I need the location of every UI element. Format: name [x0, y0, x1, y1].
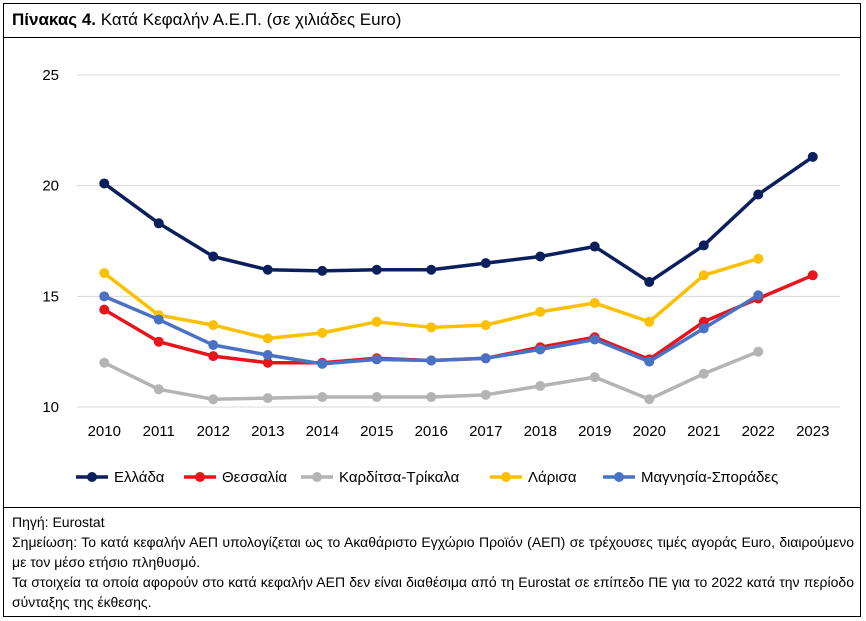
series-point-0 — [644, 276, 655, 287]
method-note: Σημείωση: Το κατά κεφαλήν ΑΕΠ υπολογίζετ… — [12, 534, 854, 570]
x-tick-label: 2015 — [360, 423, 393, 440]
series-point-0 — [589, 241, 600, 252]
series-point-0 — [480, 258, 491, 269]
legend-marker-2 — [312, 472, 322, 482]
title-bar: Πίνακας 4. Κατά Κεφαλήν Α.Ε.Π. (σε χιλιά… — [4, 4, 860, 38]
series-point-4 — [589, 334, 600, 345]
series-point-2 — [480, 389, 491, 400]
x-tick-label: 2017 — [469, 423, 502, 440]
figure-frame: Πίνακας 4. Κατά Κεφαλήν Α.Ε.Π. (σε χιλιά… — [3, 3, 861, 617]
series-point-3 — [753, 253, 764, 264]
x-tick-label: 2020 — [633, 423, 666, 440]
x-tick-label: 2021 — [687, 423, 720, 440]
series-point-0 — [317, 265, 328, 276]
series-point-1 — [99, 304, 110, 315]
series-point-1 — [262, 357, 273, 368]
legend-label: Θεσσαλία — [222, 469, 287, 486]
series-point-2 — [371, 392, 382, 403]
legend-label: Ελλάδα — [114, 469, 165, 486]
series-point-2 — [317, 392, 328, 403]
y-tick-label: 15 — [42, 288, 59, 305]
y-tick-label: 10 — [42, 399, 59, 416]
series-point-4 — [535, 344, 546, 355]
series-point-0 — [208, 251, 219, 262]
figure-title: Πίνακας 4. Κατά Κεφαλήν Α.Ε.Π. (σε χιλιά… — [12, 10, 401, 30]
series-point-2 — [208, 394, 219, 405]
series-point-0 — [262, 264, 273, 275]
series-point-0 — [99, 178, 110, 189]
series-point-4 — [208, 340, 219, 351]
series-point-4 — [753, 290, 764, 301]
x-tick-label: 2010 — [88, 423, 121, 440]
x-tick-label: 2011 — [143, 423, 175, 440]
legend-marker-3 — [501, 472, 511, 482]
series-point-2 — [426, 392, 437, 403]
series-point-0 — [153, 218, 164, 229]
series-point-3 — [589, 297, 600, 308]
figure-title-number: Πίνακας 4. — [12, 10, 97, 29]
y-tick-label: 25 — [42, 67, 59, 84]
series-point-4 — [371, 354, 382, 365]
x-tick-label: 2014 — [306, 423, 339, 440]
x-tick-label: 2013 — [251, 423, 284, 440]
legend-label: Καρδίτσα-Τρίκαλα — [339, 469, 460, 486]
series-point-4 — [262, 349, 273, 360]
legend-marker-0 — [87, 472, 97, 482]
series-point-3 — [208, 320, 219, 331]
series-point-1 — [153, 336, 164, 347]
series-point-3 — [262, 333, 273, 344]
series-point-0 — [698, 240, 709, 251]
series-point-3 — [698, 270, 709, 281]
series-point-1 — [807, 270, 818, 281]
x-tick-label: 2012 — [197, 423, 230, 440]
series-point-2 — [644, 394, 655, 405]
availability-note: Τα στοιχεία τα οποία αφορούν στο κατά κε… — [12, 574, 854, 610]
legend-marker-4 — [614, 472, 624, 482]
series-point-0 — [371, 264, 382, 275]
notes: Πηγή: Eurostat Σημείωση: Το κατά κεφαλήν… — [12, 512, 854, 612]
series-point-3 — [317, 327, 328, 338]
line-chart: 10 15 20 25 2010 2011 2012 2013 2014 2015 2016 2017… — [42, 67, 840, 486]
series-point-2 — [535, 380, 546, 391]
series-point-3 — [99, 268, 110, 279]
series-point-0 — [753, 189, 764, 200]
series-point-4 — [644, 356, 655, 367]
series-point-3 — [371, 316, 382, 327]
x-tick-label: 2019 — [578, 423, 611, 440]
series-point-1 — [208, 351, 219, 362]
series-point-4 — [317, 358, 328, 369]
series-point-2 — [589, 372, 600, 383]
series-point-4 — [426, 355, 437, 366]
source-note: Πηγή: Eurostat — [12, 514, 105, 530]
x-tick-label: 2023 — [796, 423, 829, 440]
y-tick-label: 20 — [42, 178, 59, 195]
series-line-0 — [102, 155, 815, 284]
legend-marker-1 — [195, 472, 205, 482]
series-point-4 — [153, 314, 164, 325]
series-point-2 — [153, 384, 164, 395]
series-point-3 — [535, 306, 546, 317]
x-tick-label: 2022 — [742, 423, 775, 440]
series-point-3 — [426, 322, 437, 333]
legend-label: Μαγνησία-Σποράδες — [641, 469, 778, 486]
series-point-0 — [535, 251, 546, 262]
series-point-2 — [99, 357, 110, 368]
series-point-4 — [480, 353, 491, 364]
series-point-0 — [426, 264, 437, 275]
figure-title-text: Κατά Κεφαλήν Α.Ε.Π. (σε χιλιάδες Euro) — [96, 10, 402, 29]
x-tick-label: 2018 — [524, 423, 557, 440]
series-point-3 — [480, 320, 491, 331]
legend-label: Λάρισα — [528, 469, 577, 486]
series-point-3 — [644, 316, 655, 327]
chart-area: 10 15 20 25 2010 2011 2012 2013 2014 2015 2016 2017… — [4, 38, 860, 508]
series-point-0 — [807, 151, 818, 162]
series-point-2 — [262, 393, 273, 404]
x-tick-label: 2016 — [415, 423, 448, 440]
series-point-2 — [753, 346, 764, 357]
series-point-4 — [99, 291, 110, 302]
series-point-2 — [698, 368, 709, 379]
series-point-4 — [698, 323, 709, 334]
